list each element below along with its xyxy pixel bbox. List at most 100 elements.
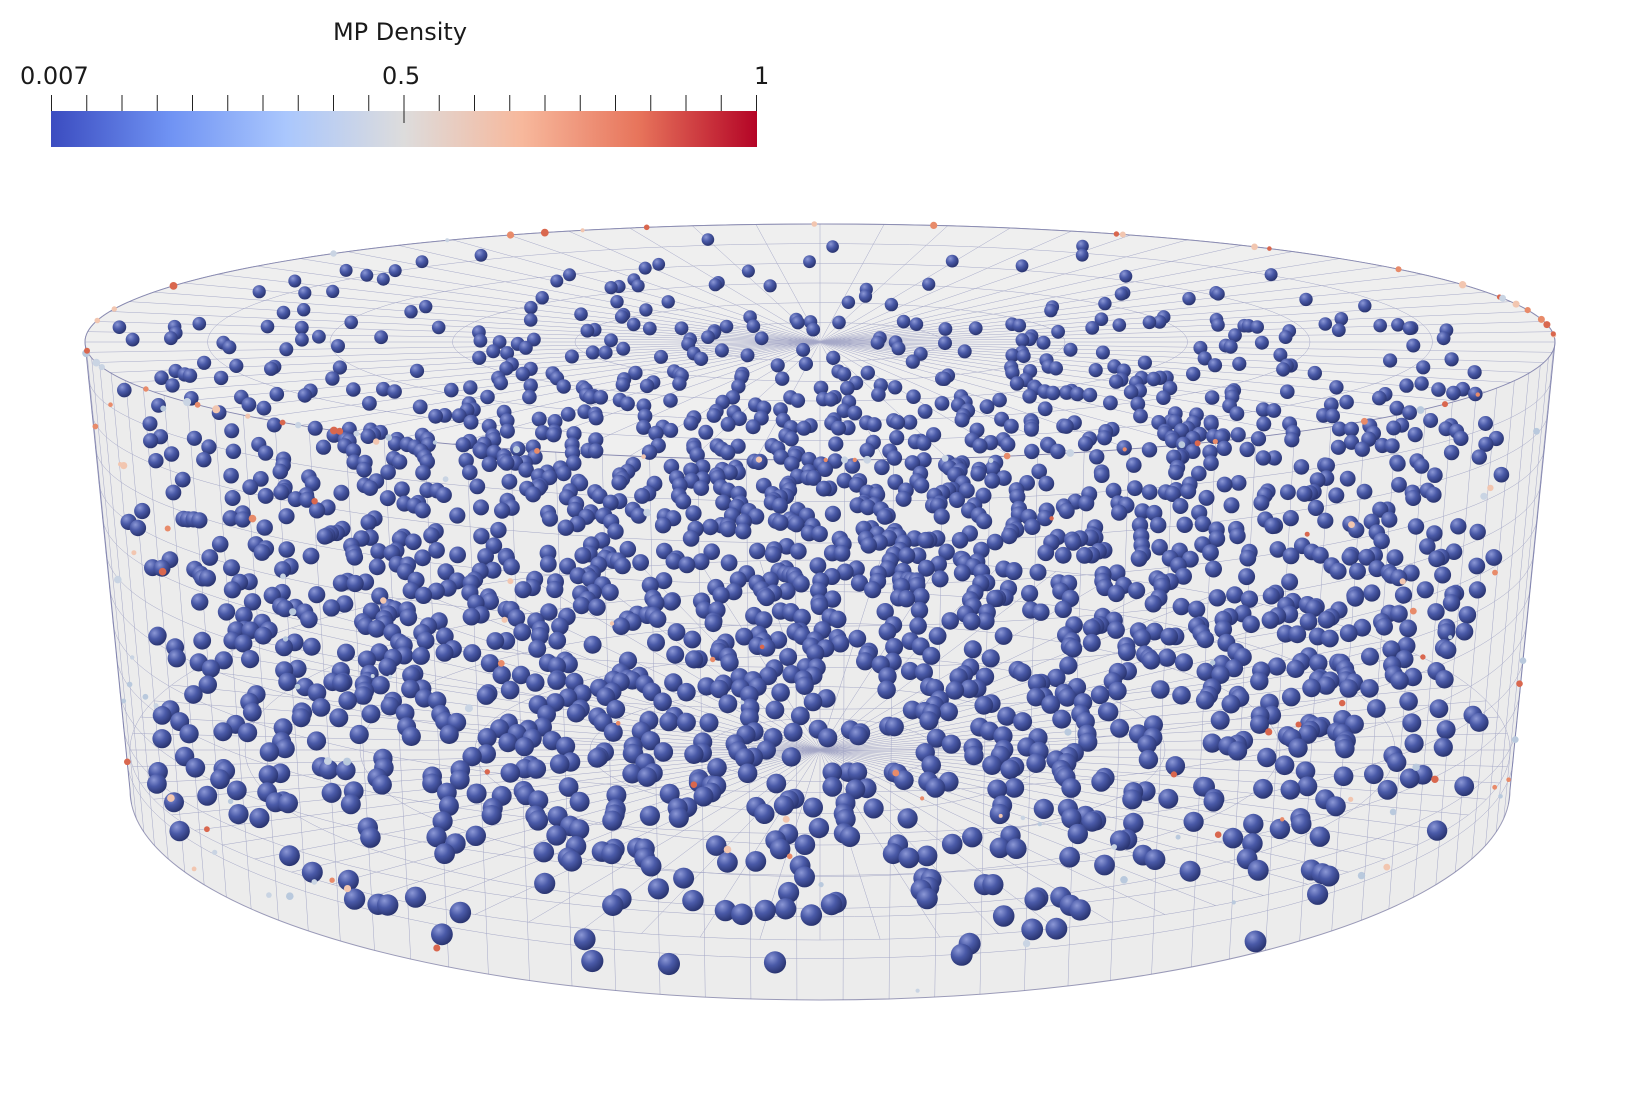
particle — [360, 428, 376, 444]
particle — [675, 493, 692, 510]
particle — [307, 420, 323, 436]
particle — [982, 755, 1002, 775]
particle — [1267, 657, 1286, 676]
edge-particle — [1361, 417, 1368, 425]
particle — [970, 465, 986, 482]
particle — [1437, 623, 1456, 642]
particle — [260, 319, 275, 334]
particle — [1250, 714, 1269, 734]
particle — [992, 905, 1015, 927]
edge-particle — [1214, 831, 1222, 838]
particle — [771, 497, 788, 514]
particle — [154, 370, 169, 385]
particle — [500, 680, 520, 700]
particle — [909, 617, 927, 635]
particle — [1291, 813, 1312, 835]
particle — [968, 321, 983, 336]
particle — [353, 686, 373, 705]
particle — [455, 437, 471, 453]
particle — [1146, 371, 1161, 387]
particle — [1130, 550, 1148, 567]
edge-particle — [124, 758, 131, 766]
particle — [401, 726, 421, 747]
particle — [415, 255, 429, 269]
particle — [1214, 620, 1233, 639]
particle — [1107, 584, 1125, 603]
particle — [569, 791, 590, 812]
particle — [1286, 659, 1305, 679]
particle — [766, 773, 787, 794]
particle — [449, 507, 466, 524]
particle — [486, 344, 501, 359]
edge-particle — [343, 885, 352, 893]
particle — [1108, 681, 1127, 701]
particle — [474, 248, 488, 262]
particle — [945, 254, 959, 268]
edge-particle — [609, 621, 615, 626]
particle — [210, 769, 230, 790]
particle — [332, 673, 351, 693]
particle — [659, 712, 679, 732]
particle — [699, 713, 719, 733]
particle — [1346, 589, 1365, 607]
particle — [1103, 395, 1118, 411]
particle — [223, 581, 241, 599]
particle — [1317, 611, 1336, 629]
particle — [249, 807, 270, 829]
edge-particle — [1498, 794, 1503, 799]
particle — [772, 514, 789, 531]
particle — [490, 521, 507, 539]
particle — [1366, 699, 1386, 718]
particle — [803, 255, 816, 269]
edge-particle — [759, 644, 765, 650]
particle — [637, 767, 657, 787]
particle — [557, 519, 574, 536]
particle — [223, 467, 239, 484]
edge-particle — [1304, 531, 1310, 537]
particle — [449, 901, 472, 924]
edge-particle — [153, 703, 159, 709]
edge-particle — [142, 693, 149, 700]
particle — [1058, 418, 1074, 434]
edge-particle — [324, 757, 332, 765]
particle — [387, 436, 403, 452]
legend-min-label: 0.007 — [20, 62, 89, 90]
particle — [1329, 562, 1347, 580]
particle — [1208, 530, 1226, 547]
particle — [1319, 457, 1335, 474]
particle — [1223, 497, 1240, 514]
particle — [1128, 582, 1146, 600]
particle — [242, 702, 262, 722]
particle — [414, 586, 433, 605]
particle — [1468, 557, 1486, 575]
particle — [541, 510, 559, 527]
particle — [143, 433, 159, 449]
particle — [1240, 590, 1259, 608]
edge-particle — [266, 892, 272, 898]
particle — [593, 390, 609, 405]
particle — [300, 610, 318, 629]
particle — [1119, 269, 1133, 283]
particle — [1069, 899, 1091, 921]
edge-particle — [920, 796, 925, 801]
particle — [1150, 516, 1167, 534]
particle — [1089, 449, 1105, 465]
particle — [1288, 738, 1308, 758]
particle — [850, 574, 869, 592]
particle — [241, 650, 260, 669]
particle — [642, 321, 657, 336]
particle — [434, 843, 455, 864]
particle — [564, 349, 579, 364]
particle — [788, 516, 805, 533]
particle — [664, 673, 683, 692]
particle — [860, 365, 875, 380]
edge-particle — [930, 221, 938, 229]
particle — [165, 378, 180, 393]
particle — [1038, 475, 1055, 492]
edge-particle — [1212, 438, 1218, 445]
particle — [601, 583, 619, 601]
particle — [528, 790, 549, 811]
particle — [463, 644, 482, 663]
particle — [572, 596, 591, 615]
